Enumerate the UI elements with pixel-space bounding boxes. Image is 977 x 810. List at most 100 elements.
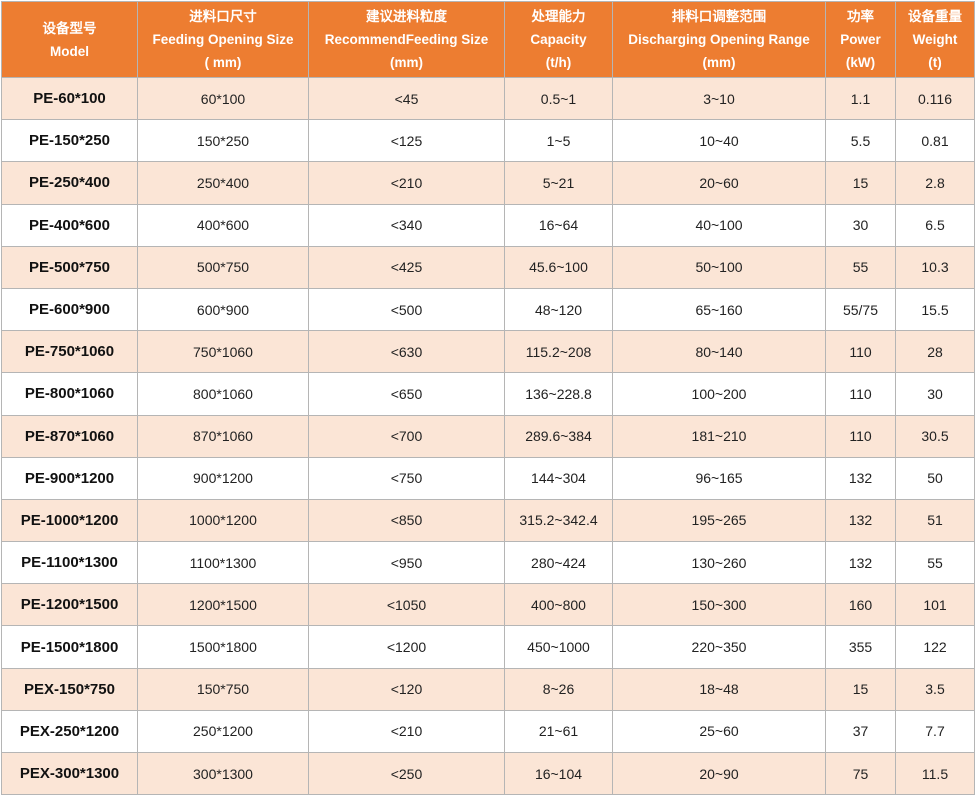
- cell-power: 1.1: [825, 76, 896, 121]
- cell-feeding-size: 60*100: [137, 76, 309, 121]
- cell-power: 132: [825, 456, 896, 500]
- cell-recommend-size: <250: [308, 751, 505, 796]
- cell-weight: 6.5: [895, 203, 975, 247]
- cell-capacity: 280~424: [504, 541, 613, 585]
- table-row: PEX-150*750 150*750 <120 8~26 18~48 15 3…: [1, 667, 975, 711]
- cell-model: PE-1500*1800: [1, 625, 138, 669]
- cell-recommend-size: <750: [308, 456, 505, 500]
- cell-recommend-size: <1050: [308, 583, 505, 627]
- cell-weight: 0.116: [895, 76, 975, 121]
- table-row: PE-1500*1800 1500*1800 <1200 450~1000 22…: [1, 625, 975, 669]
- table-row: PE-150*250 150*250 <125 1~5 10~40 5.5 0.…: [1, 119, 975, 163]
- cell-power: 37: [825, 709, 896, 754]
- cell-model: PE-150*250: [1, 119, 138, 163]
- cell-capacity: 450~1000: [504, 625, 613, 669]
- cell-weight: 11.5: [895, 751, 975, 796]
- cell-capacity: 16~64: [504, 203, 613, 247]
- header-feeding-size-en: Feeding Opening Size: [152, 32, 294, 47]
- cell-weight: 30.5: [895, 414, 975, 458]
- cell-weight: 51: [895, 498, 975, 543]
- cell-discharge-range: 96~165: [612, 456, 826, 500]
- cell-model: PEX-250*1200: [1, 709, 138, 754]
- cell-model: PE-1100*1300: [1, 541, 138, 585]
- cell-recommend-size: <210: [308, 709, 505, 754]
- cell-recommend-size: <210: [308, 161, 505, 205]
- cell-feeding-size: 250*400: [137, 161, 309, 205]
- cell-recommend-size: <120: [308, 667, 505, 711]
- cell-discharge-range: 80~140: [612, 330, 826, 374]
- table-row: PE-1200*1500 1200*1500 <1050 400~800 150…: [1, 583, 975, 627]
- cell-weight: 30: [895, 372, 975, 416]
- cell-capacity: 0.5~1: [504, 76, 613, 121]
- table-row: PE-400*600 400*600 <340 16~64 40~100 30 …: [1, 203, 975, 247]
- header-model-cn: 设备型号: [42, 20, 97, 36]
- cell-capacity: 400~800: [504, 583, 613, 627]
- cell-weight: 15.5: [895, 287, 975, 332]
- cell-discharge-range: 20~90: [612, 751, 826, 796]
- header-recommend-size-unit: (mm): [390, 55, 423, 70]
- cell-discharge-range: 220~350: [612, 625, 826, 669]
- cell-weight: 55: [895, 541, 975, 585]
- cell-weight: 50: [895, 456, 975, 500]
- cell-capacity: 45.6~100: [504, 245, 613, 289]
- cell-capacity: 21~61: [504, 709, 613, 754]
- cell-model: PE-600*900: [1, 287, 138, 332]
- header-capacity: 处理能力 Capacity (t/h): [504, 1, 613, 78]
- cell-discharge-range: 195~265: [612, 498, 826, 543]
- header-discharge-range-cn: 排料口调整范围: [671, 9, 767, 24]
- cell-model: PE-1000*1200: [1, 498, 138, 543]
- cell-capacity: 136~228.8: [504, 372, 613, 416]
- header-power-unit: (kW): [845, 55, 876, 70]
- cell-power: 30: [825, 203, 896, 247]
- cell-recommend-size: <125: [308, 119, 505, 163]
- table-row: PE-800*1060 800*1060 <650 136~228.8 100~…: [1, 372, 975, 416]
- header-capacity-cn: 处理能力: [531, 9, 586, 24]
- cell-power: 110: [825, 330, 896, 374]
- cell-feeding-size: 750*1060: [137, 330, 309, 374]
- cell-feeding-size: 400*600: [137, 203, 309, 247]
- header-weight-unit: (t): [928, 55, 942, 70]
- cell-power: 55: [825, 245, 896, 289]
- cell-weight: 122: [895, 625, 975, 669]
- header-power: 功率 Power (kW): [825, 1, 896, 78]
- cell-model: PE-870*1060: [1, 414, 138, 458]
- cell-power: 110: [825, 414, 896, 458]
- header-recommend-size-en: RecommendFeeding Size: [324, 32, 489, 47]
- cell-capacity: 8~26: [504, 667, 613, 711]
- cell-feeding-size: 1000*1200: [137, 498, 309, 543]
- cell-model: PEX-150*750: [1, 667, 138, 711]
- cell-capacity: 16~104: [504, 751, 613, 796]
- cell-feeding-size: 150*750: [137, 667, 309, 711]
- cell-weight: 101: [895, 583, 975, 627]
- cell-recommend-size: <650: [308, 372, 505, 416]
- header-model-en: Model: [50, 43, 89, 59]
- header-weight-cn: 设备重量: [908, 9, 962, 24]
- cell-discharge-range: 18~48: [612, 667, 826, 711]
- header-capacity-unit: (t/h): [545, 55, 572, 70]
- cell-power: 75: [825, 751, 896, 796]
- cell-feeding-size: 500*750: [137, 245, 309, 289]
- header-discharge-range-en: Discharging Opening Range: [628, 32, 810, 47]
- table-row: PE-1100*1300 1100*1300 <950 280~424 130~…: [1, 541, 975, 585]
- cell-capacity: 289.6~384: [504, 414, 613, 458]
- cell-capacity: 48~120: [504, 287, 613, 332]
- header-feeding-size: 进料口尺寸 Feeding Opening Size ( mm): [137, 1, 309, 78]
- cell-recommend-size: <850: [308, 498, 505, 543]
- header-row: 设备型号 Model 进料口尺寸 Feeding Opening Size ( …: [1, 1, 975, 78]
- cell-recommend-size: <45: [308, 76, 505, 121]
- cell-recommend-size: <340: [308, 203, 505, 247]
- cell-power: 55/75: [825, 287, 896, 332]
- header-weight-en: Weight: [912, 32, 958, 47]
- cell-discharge-range: 130~260: [612, 541, 826, 585]
- cell-recommend-size: <630: [308, 330, 505, 374]
- cell-recommend-size: <500: [308, 287, 505, 332]
- cell-power: 5.5: [825, 119, 896, 163]
- cell-feeding-size: 800*1060: [137, 372, 309, 416]
- cell-recommend-size: <1200: [308, 625, 505, 669]
- header-discharge-range-unit: (mm): [702, 55, 736, 70]
- table-row: PE-60*100 60*100 <45 0.5~1 3~10 1.1 0.11…: [1, 76, 975, 121]
- table-row: PEX-250*1200 250*1200 <210 21~61 25~60 3…: [1, 709, 975, 754]
- cell-model: PE-900*1200: [1, 456, 138, 500]
- header-weight: 设备重量 Weight (t): [895, 1, 975, 78]
- cell-model: PE-60*100: [1, 76, 138, 121]
